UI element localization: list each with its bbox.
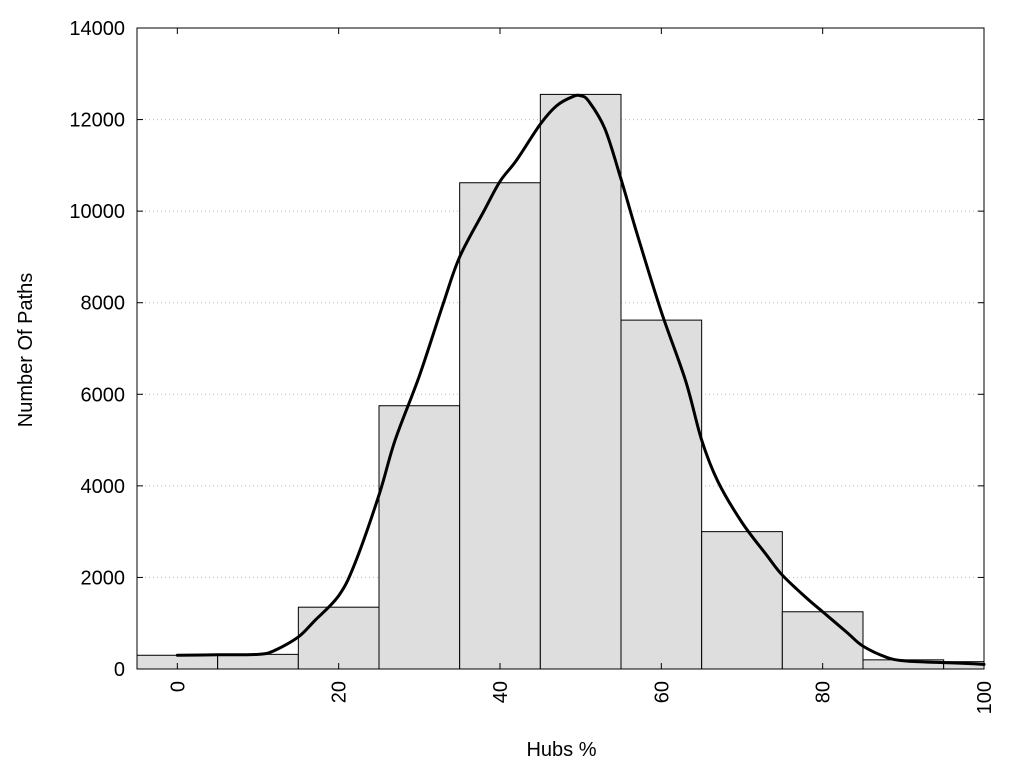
density-curve [175,93,986,666]
y-axis-title: Number Of Paths [15,273,37,428]
y-tick-label: 8000 [81,293,126,315]
y-axis-ticks: 0 2000 4000 6000 8000 10000 12000 14000 [69,18,984,681]
y-tick-label: 14000 [69,18,125,40]
histogram-bar [297,606,380,670]
histogram-bars [136,93,985,670]
histogram-bar [620,319,703,670]
y-tick-label: 12000 [69,110,125,132]
histogram-bar [217,653,299,670]
x-tick-label: 20 [329,681,351,703]
x-axis-title: Hubs % [526,739,596,761]
x-tick-label: 60 [651,681,673,703]
histogram-bar [539,93,622,670]
histogram-bar [378,405,461,670]
plot-frame [136,27,985,670]
y-tick-label: 10000 [69,201,125,223]
x-tick-label: 80 [813,681,835,703]
histogram-bar [781,611,864,670]
y-tick-label: 4000 [81,476,126,498]
y-tick-label: 6000 [81,384,126,406]
y-tick-label: 2000 [81,567,126,589]
histogram-bar [701,531,783,670]
x-tick-label: 100 [974,681,996,714]
histogram-bar [459,182,541,670]
x-axis-ticks: 0 20 40 60 80 100 [167,28,996,714]
x-tick-label: 0 [167,681,189,692]
x-tick-label: 40 [490,681,512,703]
y-tick-label: 0 [114,659,125,681]
